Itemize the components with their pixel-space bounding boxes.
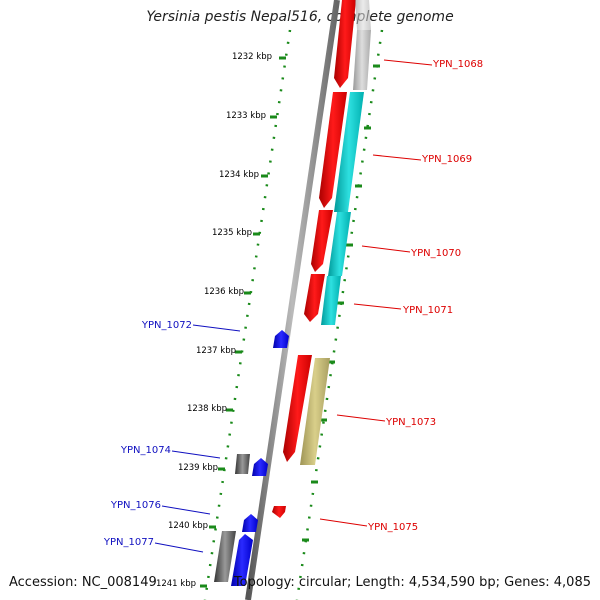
gene-arrow[interactable] xyxy=(231,534,253,586)
scale-label: 1233 kbp xyxy=(226,111,266,121)
genome-title: Yersinia pestis Nepal516, complete genom… xyxy=(146,9,454,25)
scale-label: 1240 kbp xyxy=(168,521,208,531)
gene-label[interactable]: YPN_1075 xyxy=(367,522,418,533)
gene-block[interactable] xyxy=(355,0,371,30)
scale-label: 1232 kbp xyxy=(232,52,272,62)
gene-arrow[interactable] xyxy=(319,92,347,208)
right-rail-ticks xyxy=(302,64,380,542)
leader-line xyxy=(154,542,204,553)
gene-arrow[interactable] xyxy=(311,210,333,272)
gene-arrow[interactable] xyxy=(283,355,312,462)
gene-label[interactable]: YPN_1068 xyxy=(432,59,483,70)
accession-text: Accession: NC_008149 xyxy=(9,575,157,590)
leader-line xyxy=(361,245,411,253)
leader-line xyxy=(372,154,422,161)
minus-strand-genes xyxy=(214,330,289,586)
scale-label: 1234 kbp xyxy=(219,170,259,180)
gene-label[interactable]: YPN_1072 xyxy=(141,320,192,331)
gene-arrow[interactable] xyxy=(252,458,268,476)
gene-block[interactable] xyxy=(353,30,371,90)
gene-label[interactable]: YPN_1069 xyxy=(421,154,472,165)
gene-block[interactable] xyxy=(235,454,250,474)
scale-label: 1241 kbp xyxy=(156,579,196,589)
leader-line xyxy=(161,505,211,515)
scale-label: 1238 kbp xyxy=(187,404,227,414)
scale-rail-right xyxy=(295,29,384,600)
gene-label[interactable]: YPN_1077 xyxy=(103,537,154,548)
gene-arrow[interactable] xyxy=(272,506,286,518)
scale-label: 1236 kbp xyxy=(204,287,244,297)
leader-line xyxy=(353,303,402,310)
gene-label[interactable]: YPN_1076 xyxy=(110,500,161,511)
scale-rail-left xyxy=(203,29,292,600)
gene-label[interactable]: YPN_1070 xyxy=(410,248,461,259)
scale-label: 1239 kbp xyxy=(178,463,218,473)
gene-arrow[interactable] xyxy=(273,330,289,348)
gene-block[interactable] xyxy=(328,212,351,276)
leader-line xyxy=(336,414,386,422)
chromosome-backbone xyxy=(245,0,340,600)
leader-line xyxy=(319,518,368,527)
leader-line xyxy=(383,59,433,66)
leader-line xyxy=(192,324,241,332)
gene-block[interactable] xyxy=(321,276,341,325)
scale-ticks xyxy=(200,56,286,588)
scale-label: 1237 kbp xyxy=(196,346,236,356)
left-leaders xyxy=(154,324,241,553)
gene-arrow[interactable] xyxy=(304,274,325,322)
scale-label: 1235 kbp xyxy=(212,228,252,238)
gene-arrow[interactable] xyxy=(242,514,258,532)
gene-label[interactable]: YPN_1073 xyxy=(385,417,436,428)
right-leaders xyxy=(319,59,433,527)
leader-line xyxy=(171,450,221,459)
inner-track-genes xyxy=(300,0,371,465)
gene-label[interactable]: YPN_1074 xyxy=(120,445,171,456)
gene-arrow[interactable] xyxy=(334,0,356,88)
gene-block[interactable] xyxy=(214,531,236,582)
plus-strand-genes xyxy=(272,0,356,518)
gene-label[interactable]: YPN_1071 xyxy=(402,305,453,316)
topology-text: Topology: circular; Length: 4,534,590 bp… xyxy=(233,575,591,590)
gene-block[interactable] xyxy=(334,92,364,212)
gene-block[interactable] xyxy=(300,358,330,465)
